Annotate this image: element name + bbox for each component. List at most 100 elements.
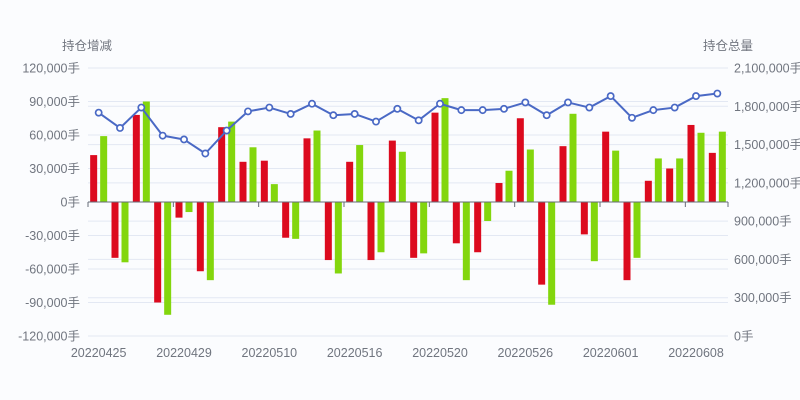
green-bar <box>313 130 321 202</box>
right-axis-label: 900,000手 <box>734 215 792 229</box>
left-axis-label: 120,000手 <box>22 62 80 76</box>
left-axis-label: -30,000手 <box>25 229 80 243</box>
green-bar <box>228 121 236 202</box>
red-bar <box>559 146 567 202</box>
green-bar <box>569 113 577 202</box>
green-bar <box>206 202 214 281</box>
red-bar <box>367 202 375 261</box>
red-bar <box>239 161 247 202</box>
red-bar <box>90 155 98 202</box>
line-marker <box>606 92 615 101</box>
green-bar <box>334 202 342 274</box>
right-axis-label: 300,000手 <box>734 291 792 305</box>
left-axis-label: -90,000手 <box>25 296 80 310</box>
right-axis-label: 1,500,000手 <box>734 138 800 152</box>
red-bar <box>538 202 546 285</box>
line-marker <box>457 106 466 115</box>
x-axis-label: 20220429 <box>156 346 212 360</box>
red-bar <box>282 202 290 238</box>
red-bar <box>666 168 674 202</box>
line-marker <box>137 103 146 112</box>
left-axis-label: 60,000手 <box>29 129 80 143</box>
line-marker <box>500 104 508 113</box>
line-marker <box>521 98 530 107</box>
green-bar <box>356 145 364 202</box>
green-bar <box>249 147 257 202</box>
green-bar <box>100 136 108 202</box>
left-axis-label: 0手 <box>61 196 80 210</box>
green-bar <box>676 158 684 202</box>
red-bar <box>154 202 162 303</box>
red-bar <box>196 202 204 272</box>
red-bar <box>346 161 354 202</box>
red-bar <box>623 202 631 281</box>
red-bar <box>132 114 140 202</box>
green-bar <box>441 98 449 202</box>
line-marker <box>478 106 487 115</box>
line-marker <box>372 117 380 126</box>
green-bar <box>526 149 534 202</box>
right-axis-label: 2,100,000手 <box>734 62 800 76</box>
red-bar <box>516 118 524 202</box>
green-bar <box>505 170 513 202</box>
line-marker <box>350 109 359 118</box>
red-bar <box>324 202 332 261</box>
green-bar <box>292 202 300 239</box>
right-axis-title: 持仓总量 <box>703 39 754 53</box>
red-bar <box>602 131 610 202</box>
line-marker <box>393 104 402 113</box>
red-bar <box>495 183 503 202</box>
line-marker <box>94 108 103 117</box>
green-bar <box>654 158 662 202</box>
line-marker <box>265 103 274 112</box>
x-axis-label: 20220601 <box>583 346 639 360</box>
line-marker <box>585 103 594 112</box>
green-bar <box>142 101 150 202</box>
line-marker <box>116 124 124 132</box>
left-axis-label: -120,000手 <box>18 330 80 344</box>
line-marker <box>670 103 679 112</box>
x-axis-label: 20220510 <box>242 346 298 360</box>
left-axis-label: 30,000手 <box>29 162 80 176</box>
line-marker <box>564 98 572 107</box>
line-marker <box>649 106 658 115</box>
line-marker <box>713 89 722 98</box>
green-bar <box>633 202 641 258</box>
left-axis-label: -60,000手 <box>25 263 80 277</box>
x-axis-label: 20220520 <box>412 346 468 360</box>
total-position-line <box>97 92 719 155</box>
green-bar <box>590 202 598 262</box>
green-bar <box>121 202 129 263</box>
red-bar <box>431 112 439 202</box>
right-axis-label: 1,800,000手 <box>734 100 800 114</box>
x-axis-label: 20220425 <box>71 346 127 360</box>
red-bar <box>388 140 396 202</box>
line-marker <box>628 113 636 122</box>
red-bar <box>410 202 418 258</box>
x-axis-label: 20220516 <box>327 346 383 360</box>
green-bar <box>462 202 470 281</box>
line-marker <box>329 111 338 120</box>
line-marker <box>222 126 231 135</box>
red-bar <box>452 202 460 244</box>
line-marker <box>308 99 316 108</box>
red-bar <box>474 202 482 253</box>
x-axis-label: 20220608 <box>668 346 724 360</box>
line-marker <box>180 135 188 144</box>
green-bar <box>548 202 556 305</box>
line-marker <box>692 92 700 101</box>
green-bar <box>612 150 620 202</box>
line-marker <box>414 116 423 125</box>
green-bar <box>377 202 385 253</box>
line-marker <box>286 109 295 118</box>
line-marker <box>244 107 252 116</box>
left-axis-label: 90,000手 <box>29 95 80 109</box>
green-bar <box>697 132 705 202</box>
right-axis-label: 1,200,000手 <box>734 176 800 190</box>
red-bar <box>260 160 268 202</box>
red-bar <box>175 202 183 218</box>
right-axis-label: 600,000手 <box>734 253 792 267</box>
line-marker <box>436 99 444 108</box>
